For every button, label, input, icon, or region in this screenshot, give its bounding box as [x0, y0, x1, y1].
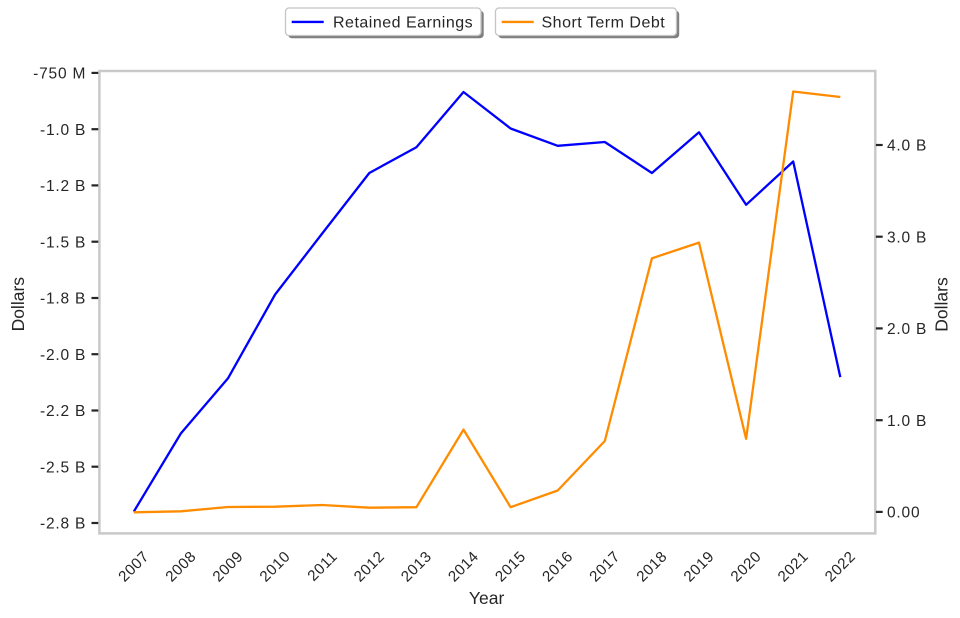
svg-text:-1.0 B: -1.0 B: [40, 122, 86, 139]
svg-text:3.0 B: 3.0 B: [887, 229, 927, 246]
svg-text:-2.5 B: -2.5 B: [40, 459, 86, 476]
svg-text:-750 M: -750 M: [33, 66, 86, 83]
svg-text:Short Term Debt: Short Term Debt: [542, 14, 666, 31]
svg-text:-1.2 B: -1.2 B: [40, 178, 86, 195]
svg-text:1.0 B: 1.0 B: [887, 413, 927, 430]
svg-text:-2.8 B: -2.8 B: [40, 516, 86, 533]
svg-text:2.0 B: 2.0 B: [887, 321, 927, 338]
svg-text:0.00: 0.00: [887, 505, 920, 522]
svg-text:-2.0 B: -2.0 B: [40, 347, 86, 364]
svg-text:-1.8 B: -1.8 B: [40, 291, 86, 308]
svg-text:Year: Year: [469, 588, 505, 608]
svg-text:-2.2 B: -2.2 B: [40, 403, 86, 420]
svg-text:4.0 B: 4.0 B: [887, 138, 927, 155]
svg-text:Dollars: Dollars: [8, 277, 28, 332]
svg-text:Retained Earnings: Retained Earnings: [333, 14, 473, 31]
svg-text:Dollars: Dollars: [931, 277, 951, 332]
svg-text:-1.5 B: -1.5 B: [40, 234, 86, 251]
